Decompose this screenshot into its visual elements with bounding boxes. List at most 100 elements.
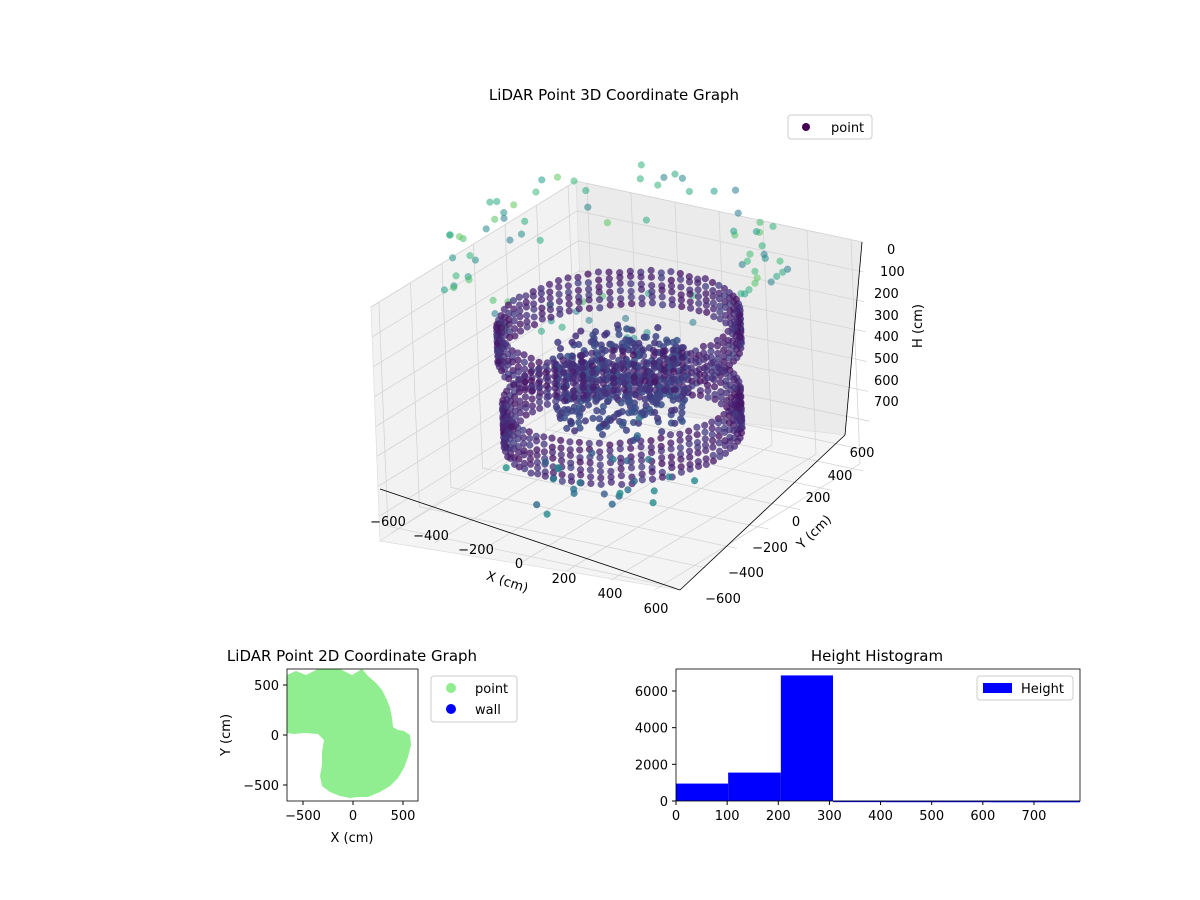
scatter-point: [596, 304, 604, 312]
scatter-point: [677, 296, 686, 304]
histogram-bar: [780, 675, 833, 801]
scatter-point: [504, 301, 513, 309]
scatter-point: [687, 356, 695, 364]
scatter-point: [581, 417, 590, 425]
scatter-point: [575, 298, 583, 306]
scatter-point: [619, 365, 628, 373]
chart-histogram: Height Histogram 0 100 200 300 400 500 600 700 …: [635, 647, 1081, 824]
scatter-point: [752, 227, 761, 236]
scatter-point: [627, 444, 635, 453]
scatter-point: [596, 461, 604, 469]
scatter-point: [716, 315, 724, 323]
scatter-point: [730, 227, 738, 235]
scatter-point: [551, 384, 559, 392]
scatter-point: [505, 320, 513, 329]
scatter-point: [594, 268, 603, 276]
scatter-point: [722, 319, 730, 327]
scatter-point: [731, 186, 740, 194]
scatter-point: [627, 293, 635, 301]
grid-line: [473, 243, 769, 530]
scatter-point: [589, 383, 597, 392]
scatter-point: [702, 289, 710, 298]
scatter-point: [647, 448, 656, 457]
scatter-point: [776, 257, 784, 265]
scatter-point: [510, 460, 519, 468]
scatter-point: [751, 267, 759, 276]
scatter-point: [535, 398, 544, 406]
histogram-x-tick-label: 600: [970, 809, 995, 824]
scatter-point: [542, 362, 550, 371]
z-axis-label: H (cm): [911, 304, 926, 348]
scatter-point: [654, 391, 663, 399]
scatter-point: [520, 351, 528, 359]
scatter-point: [546, 294, 554, 302]
legend-3d: point: [787, 114, 873, 140]
scatter-point: [606, 416, 615, 425]
grid-line: [478, 202, 685, 553]
scatter-point: [708, 418, 716, 426]
scatter-point: [630, 367, 638, 375]
scatter-point: [590, 342, 599, 350]
scatter-point: [566, 451, 575, 459]
scatter-point: [709, 305, 718, 313]
grid-line: [441, 263, 738, 549]
scatter-point: [603, 219, 612, 227]
scatter-point: [597, 474, 605, 482]
scatter-point: [564, 274, 572, 282]
x-axis-line: [379, 488, 681, 591]
scatter-point: [537, 327, 546, 335]
x-tick-label: 0: [515, 557, 523, 572]
scatter-point: [621, 314, 630, 323]
scatter-point: [486, 198, 494, 206]
z-axis-line: [844, 241, 863, 436]
scatter-point: [637, 443, 645, 451]
scatter-point: [522, 292, 530, 300]
scatter-point: [657, 274, 666, 282]
scatter-point: [701, 275, 709, 283]
scatter-point: [595, 295, 604, 304]
scatter-point: [670, 379, 678, 387]
scatter-point: [696, 377, 704, 385]
scatter-point: [576, 446, 584, 454]
scatter-point: [523, 323, 531, 331]
scatter-point: [701, 421, 709, 429]
scatter-point: [668, 463, 676, 472]
scatter-point: [516, 327, 525, 335]
scatter-point: [685, 187, 694, 196]
scatter-point: [510, 201, 518, 209]
grid-line: [654, 239, 861, 590]
scatter-point: [689, 318, 697, 327]
scatter-point: [510, 317, 518, 325]
scatter-point: [565, 294, 573, 302]
scatter-point: [575, 340, 583, 349]
histogram-bar: [885, 800, 938, 803]
scatter-point: [708, 424, 716, 432]
scatter-point: [658, 459, 666, 468]
scatter-point: [738, 260, 746, 269]
scatter-point: [769, 222, 777, 231]
scatter-point: [522, 404, 530, 412]
scatter-point: [627, 280, 635, 288]
z-tick-label: 600: [874, 374, 899, 389]
scatter-point: [491, 309, 499, 318]
scatter-point: [745, 286, 753, 294]
scatter-point: [710, 376, 718, 384]
scatter-point: [610, 386, 618, 394]
scatter-point: [570, 427, 579, 435]
histogram-y-tick-label: 6000: [635, 685, 668, 700]
scatter-point: [547, 313, 555, 321]
scatter-point: [658, 301, 667, 309]
scatter-point: [533, 451, 541, 460]
scatter-point: [530, 305, 538, 313]
scatter-point: [525, 428, 533, 436]
scatter-point: [586, 459, 594, 467]
scatter-point: [606, 288, 614, 296]
x-tick-label-2d: 0: [349, 809, 357, 824]
scatter-point: [676, 430, 684, 438]
scatter-point: [710, 364, 718, 372]
scatter-point: [521, 365, 529, 373]
scatter-point: [543, 382, 551, 390]
scatter-point: [727, 407, 736, 415]
scatter-point: [554, 338, 562, 346]
scatter-point: [641, 395, 649, 403]
